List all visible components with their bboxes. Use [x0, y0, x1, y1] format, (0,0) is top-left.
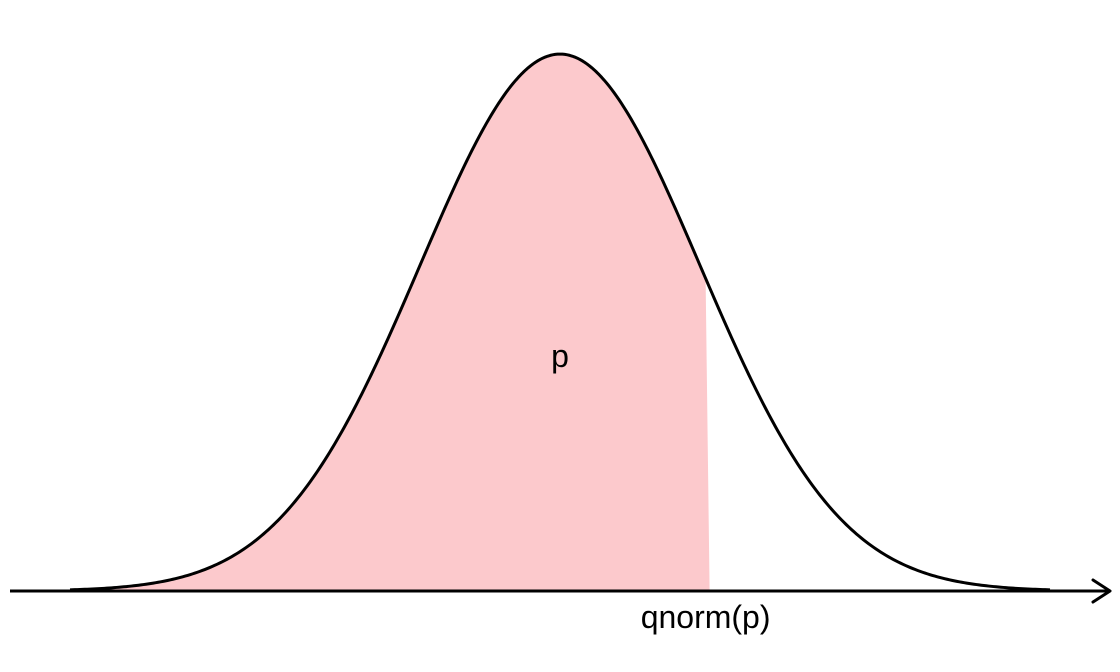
area-probability-label: p	[551, 338, 569, 374]
x-axis-arrowhead	[1091, 578, 1112, 604]
quantile-cutoff-label: qnorm(p)	[641, 599, 771, 635]
density-curve	[69, 52, 1051, 592]
shaded-probability-area	[70, 54, 710, 591]
